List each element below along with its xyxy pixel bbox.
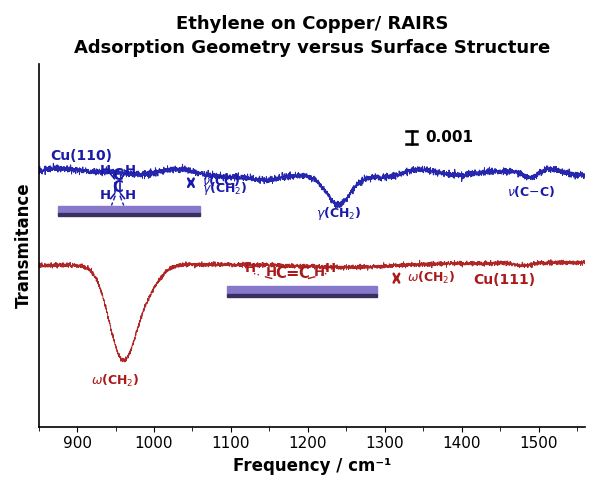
Text: C: C [112, 180, 123, 196]
Bar [227, 294, 377, 297]
X-axis label: Frequency / cm⁻¹: Frequency / cm⁻¹ [233, 457, 391, 475]
Text: H: H [325, 262, 336, 275]
Text: H: H [100, 165, 111, 177]
Bar [58, 213, 200, 216]
Text: H: H [124, 189, 136, 202]
Text: $\nu$(C$-$C): $\nu$(C$-$C) [507, 184, 555, 199]
Text: C: C [299, 266, 310, 281]
Text: $\omega$(CH$_2$): $\omega$(CH$_2$) [407, 270, 456, 286]
Text: $\gamma$(CH$_2$): $\gamma$(CH$_2$) [316, 205, 361, 222]
Text: =: = [285, 266, 298, 281]
Text: 0.001: 0.001 [425, 130, 473, 145]
Text: C: C [112, 168, 123, 183]
Text: H: H [100, 189, 111, 202]
Text: $\gamma$(CH$_2$): $\gamma$(CH$_2$) [202, 179, 247, 196]
Title: Ethylene on Copper/ RAIRS
Adsorption Geometry versus Surface Structure: Ethylene on Copper/ RAIRS Adsorption Geo… [74, 15, 550, 57]
Text: $\nu$(CC): $\nu$(CC) [202, 173, 239, 188]
Text: Cu(111): Cu(111) [473, 273, 536, 288]
Text: $\omega$(CH$_2$): $\omega$(CH$_2$) [91, 373, 140, 389]
Text: H: H [265, 266, 277, 279]
Text: C: C [275, 266, 286, 281]
Bar [227, 286, 377, 294]
Text: Cu(110): Cu(110) [50, 149, 112, 163]
Bar [58, 205, 200, 213]
Y-axis label: Transmitance: Transmitance [15, 182, 33, 308]
Text: H: H [124, 165, 136, 177]
Text: H: H [314, 266, 325, 279]
Text: H: H [245, 262, 256, 275]
